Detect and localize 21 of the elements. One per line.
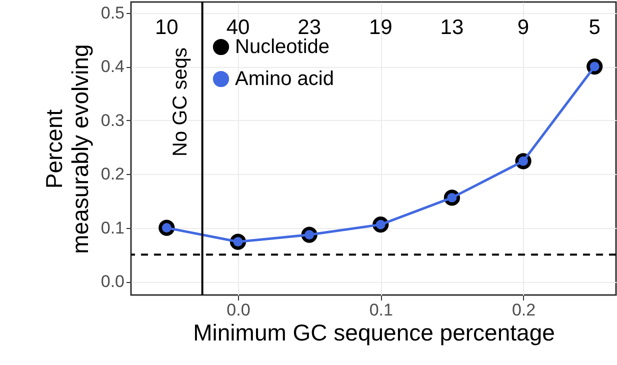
annotation: 13 [440, 16, 464, 39]
annotation: 40 [226, 16, 250, 39]
x-tick-label: 0.2 [512, 300, 536, 320]
annotation: 23 [298, 16, 321, 39]
annotation: 9 [517, 16, 530, 39]
y-tick-label: 0.2 [100, 164, 124, 184]
x-axis-title: Minimum GC sequence percentage [193, 320, 555, 346]
x-tick-label: 0.0 [226, 300, 250, 320]
annotation: 19 [368, 16, 392, 39]
annotation: 10 [154, 16, 178, 39]
y-tick-label: 0.3 [100, 110, 124, 130]
x-tick-label: 0.1 [369, 300, 393, 320]
ref-line-label: No GC seqs [169, 48, 192, 156]
y-tick-label: 0.1 [100, 218, 124, 238]
y-axis-title: Percent measurably evolving [40, 44, 93, 254]
legend-label: Amino acid [235, 68, 334, 90]
y-tick-label: 0.5 [100, 3, 124, 22]
annotation: 5 [588, 16, 600, 39]
y-tick-label: 0.0 [100, 272, 124, 292]
y-tick-label: 0.4 [100, 57, 124, 76]
legend-label: Nucleotide [235, 36, 330, 58]
